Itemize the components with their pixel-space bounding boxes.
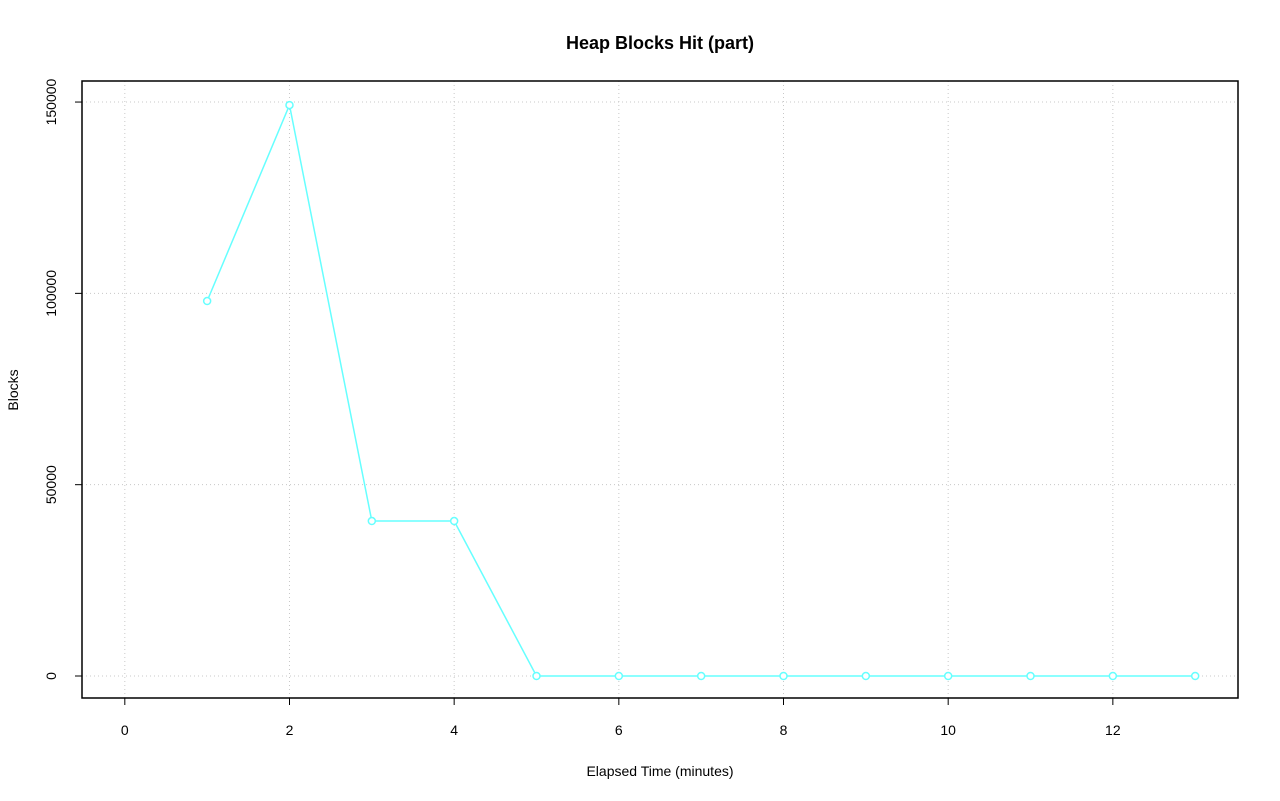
data-point	[614, 671, 624, 681]
y-tick-label: 150000	[43, 78, 59, 125]
chart-title: Heap Blocks Hit (part)	[566, 33, 754, 53]
data-point	[532, 671, 541, 681]
x-tick-label: 8	[780, 722, 788, 738]
data-point	[285, 100, 294, 110]
data-point	[779, 671, 788, 681]
data-point	[1108, 671, 1118, 681]
x-tick-label: 0	[121, 722, 129, 738]
x-tick-label: 4	[450, 722, 458, 738]
data-point	[943, 671, 953, 681]
x-tick-label: 12	[1105, 722, 1121, 738]
data-point	[1190, 671, 1200, 681]
data-point	[449, 516, 459, 526]
data-point	[696, 671, 706, 681]
x-tick-label: 10	[940, 722, 956, 738]
y-tick-label: 100000	[43, 270, 59, 317]
x-tick-label: 6	[615, 722, 623, 738]
data-point	[367, 516, 377, 526]
data-point	[202, 296, 212, 306]
data-point	[1026, 671, 1035, 681]
y-tick-label: 50000	[43, 465, 59, 504]
y-axis-label: Blocks	[5, 369, 21, 410]
x-tick-label: 2	[286, 722, 294, 738]
plot-frame	[81, 80, 1239, 699]
y-tick-label: 0	[43, 672, 59, 680]
x-axis-label: Elapsed Time (minutes)	[586, 763, 733, 779]
data-point	[861, 671, 871, 681]
